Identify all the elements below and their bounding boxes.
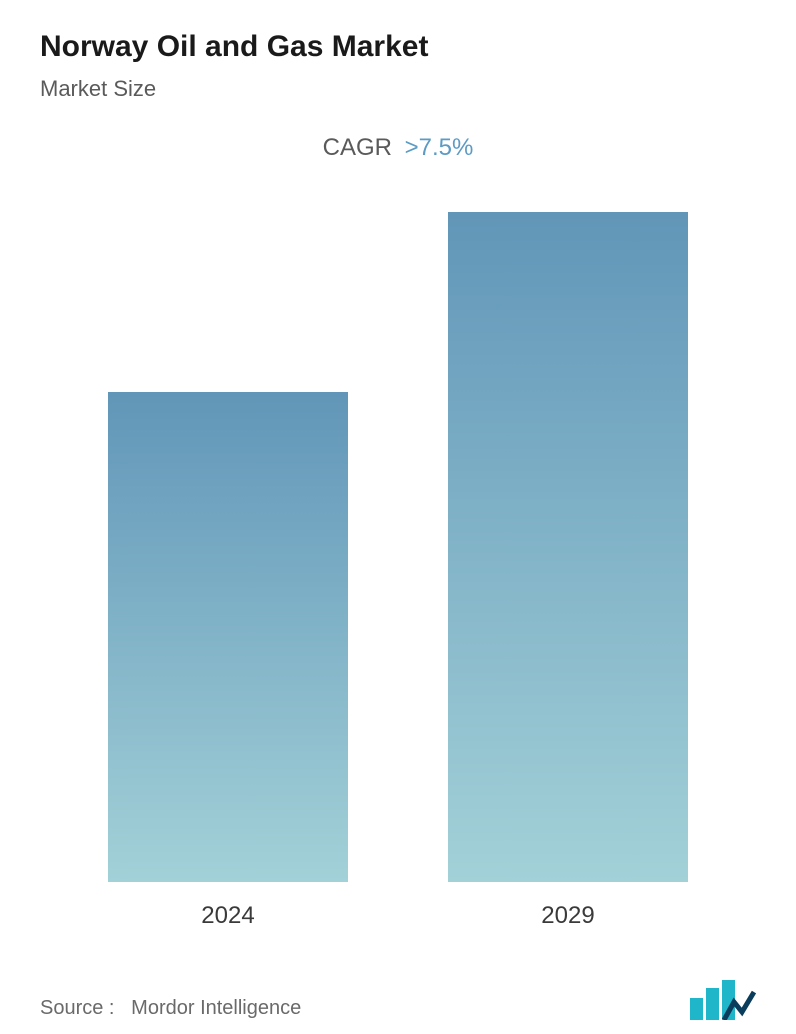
footer: Source : Mordor Intelligence xyxy=(40,960,756,1020)
page-subtitle: Market Size xyxy=(40,76,756,102)
bar-label-1: 2029 xyxy=(541,902,594,930)
source-prefix: Source : xyxy=(40,997,114,1019)
bar-group-0: 2024 xyxy=(108,392,348,930)
brand-logo-icon xyxy=(690,980,756,1020)
cagr-label: CAGR xyxy=(323,134,392,161)
chart-area: 2024 2029 xyxy=(40,212,756,960)
cagr-operator: > xyxy=(405,134,419,161)
cagr-number: 7.5% xyxy=(419,134,474,161)
source-text: Source : Mordor Intelligence xyxy=(40,997,301,1020)
cagr-value: >7.5% xyxy=(405,134,474,161)
source-name: Mordor Intelligence xyxy=(131,997,301,1019)
bar-group-1: 2029 xyxy=(448,212,688,930)
chart-container: Norway Oil and Gas Market Market Size CA… xyxy=(0,0,796,1034)
page-title: Norway Oil and Gas Market xyxy=(40,30,756,64)
bar-2029 xyxy=(448,212,688,882)
cagr-row: CAGR >7.5% xyxy=(40,134,756,162)
bar-label-0: 2024 xyxy=(201,902,254,930)
bar-2024 xyxy=(108,392,348,882)
